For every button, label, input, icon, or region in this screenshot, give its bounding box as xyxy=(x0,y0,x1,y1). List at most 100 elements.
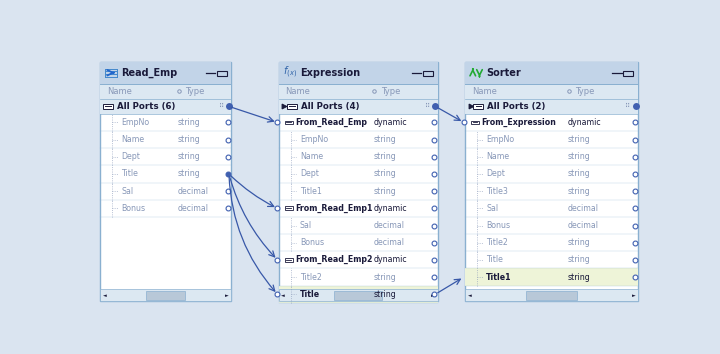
Text: string: string xyxy=(373,290,396,299)
Text: Read_Emp: Read_Emp xyxy=(121,68,178,78)
Text: decimal: decimal xyxy=(178,187,209,196)
Text: string: string xyxy=(568,255,590,264)
Text: ◄: ◄ xyxy=(282,293,285,298)
Text: From_Expression: From_Expression xyxy=(482,118,557,127)
Text: string: string xyxy=(373,152,396,161)
Text: string: string xyxy=(373,170,396,178)
Text: dynamic: dynamic xyxy=(373,204,407,213)
Text: Title1: Title1 xyxy=(300,187,322,196)
Text: string: string xyxy=(178,118,201,127)
FancyBboxPatch shape xyxy=(279,62,438,302)
Text: Sal: Sal xyxy=(121,187,133,196)
Text: dynamic: dynamic xyxy=(373,118,407,127)
Text: dynamic: dynamic xyxy=(568,118,601,127)
Text: Title2: Title2 xyxy=(486,238,508,247)
Text: Title: Title xyxy=(121,170,138,178)
Text: Dept: Dept xyxy=(486,170,505,178)
FancyBboxPatch shape xyxy=(526,291,577,300)
Text: string: string xyxy=(568,238,590,247)
Text: Type: Type xyxy=(186,87,204,96)
FancyBboxPatch shape xyxy=(279,62,438,84)
FancyBboxPatch shape xyxy=(100,62,231,84)
FancyBboxPatch shape xyxy=(100,62,231,302)
Text: Title1: Title1 xyxy=(486,273,512,281)
Text: Type: Type xyxy=(381,87,400,96)
Text: From_Read_Emp2: From_Read_Emp2 xyxy=(295,255,373,264)
Text: Name: Name xyxy=(472,87,497,96)
FancyBboxPatch shape xyxy=(465,268,638,286)
Text: EmpNo: EmpNo xyxy=(486,135,514,144)
Text: All Ports (6): All Ports (6) xyxy=(117,102,175,111)
Text: Sorter: Sorter xyxy=(486,68,521,78)
FancyBboxPatch shape xyxy=(284,121,292,124)
Text: decimal: decimal xyxy=(373,238,404,247)
Text: Dept: Dept xyxy=(121,152,140,161)
Text: ►: ► xyxy=(431,293,435,298)
FancyBboxPatch shape xyxy=(465,99,638,114)
Text: string: string xyxy=(373,273,396,281)
Text: dynamic: dynamic xyxy=(373,255,407,264)
Text: Name: Name xyxy=(285,87,310,96)
Text: ⠿: ⠿ xyxy=(626,103,631,109)
FancyBboxPatch shape xyxy=(465,84,638,99)
Text: string: string xyxy=(568,273,590,281)
Text: ◄: ◄ xyxy=(103,293,107,298)
FancyBboxPatch shape xyxy=(471,121,479,124)
Text: EmpNo: EmpNo xyxy=(300,135,328,144)
Text: From_Read_Emp: From_Read_Emp xyxy=(295,118,367,127)
FancyBboxPatch shape xyxy=(279,84,438,99)
Text: Name: Name xyxy=(121,135,145,144)
Text: EmpNo: EmpNo xyxy=(121,118,149,127)
Text: Name: Name xyxy=(300,152,323,161)
Text: All Ports (2): All Ports (2) xyxy=(487,102,546,111)
Text: Title3: Title3 xyxy=(486,187,508,196)
FancyBboxPatch shape xyxy=(279,289,438,302)
Text: Title2: Title2 xyxy=(300,273,322,281)
Text: Title: Title xyxy=(300,290,320,299)
FancyBboxPatch shape xyxy=(473,104,483,109)
FancyBboxPatch shape xyxy=(465,62,638,84)
Text: Expression: Expression xyxy=(300,68,360,78)
Text: string: string xyxy=(373,187,396,196)
Text: ⠿: ⠿ xyxy=(219,103,224,109)
FancyBboxPatch shape xyxy=(100,289,231,302)
Text: string: string xyxy=(178,135,201,144)
Text: string: string xyxy=(568,152,590,161)
FancyBboxPatch shape xyxy=(284,206,292,210)
Text: Name: Name xyxy=(486,152,509,161)
Text: ◄: ◄ xyxy=(467,293,472,298)
Text: string: string xyxy=(568,187,590,196)
FancyBboxPatch shape xyxy=(465,62,638,302)
Text: Bonus: Bonus xyxy=(121,204,145,213)
Text: All Ports (4): All Ports (4) xyxy=(301,102,359,111)
Text: ►: ► xyxy=(631,293,635,298)
FancyBboxPatch shape xyxy=(103,104,113,109)
Text: Title: Title xyxy=(486,255,503,264)
FancyBboxPatch shape xyxy=(284,258,292,262)
Text: string: string xyxy=(178,170,201,178)
Text: decimal: decimal xyxy=(568,204,599,213)
FancyBboxPatch shape xyxy=(100,84,231,99)
Text: string: string xyxy=(178,152,201,161)
Text: Name: Name xyxy=(107,87,132,96)
Text: Sal: Sal xyxy=(300,221,312,230)
Text: ►: ► xyxy=(225,293,228,298)
Text: Bonus: Bonus xyxy=(486,221,510,230)
FancyBboxPatch shape xyxy=(279,99,438,114)
Text: string: string xyxy=(373,135,396,144)
FancyBboxPatch shape xyxy=(287,104,297,109)
Text: string: string xyxy=(568,135,590,144)
FancyBboxPatch shape xyxy=(334,291,382,300)
Text: Sal: Sal xyxy=(486,204,498,213)
Text: From_Read_Emp1: From_Read_Emp1 xyxy=(295,204,373,213)
FancyBboxPatch shape xyxy=(465,289,638,302)
Text: Bonus: Bonus xyxy=(300,238,324,247)
Text: Dept: Dept xyxy=(300,170,319,178)
Text: Type: Type xyxy=(575,87,595,96)
Text: decimal: decimal xyxy=(373,221,404,230)
FancyBboxPatch shape xyxy=(279,286,438,303)
FancyBboxPatch shape xyxy=(146,291,185,300)
FancyBboxPatch shape xyxy=(100,99,231,114)
Text: ⠿: ⠿ xyxy=(425,103,430,109)
Text: string: string xyxy=(568,170,590,178)
